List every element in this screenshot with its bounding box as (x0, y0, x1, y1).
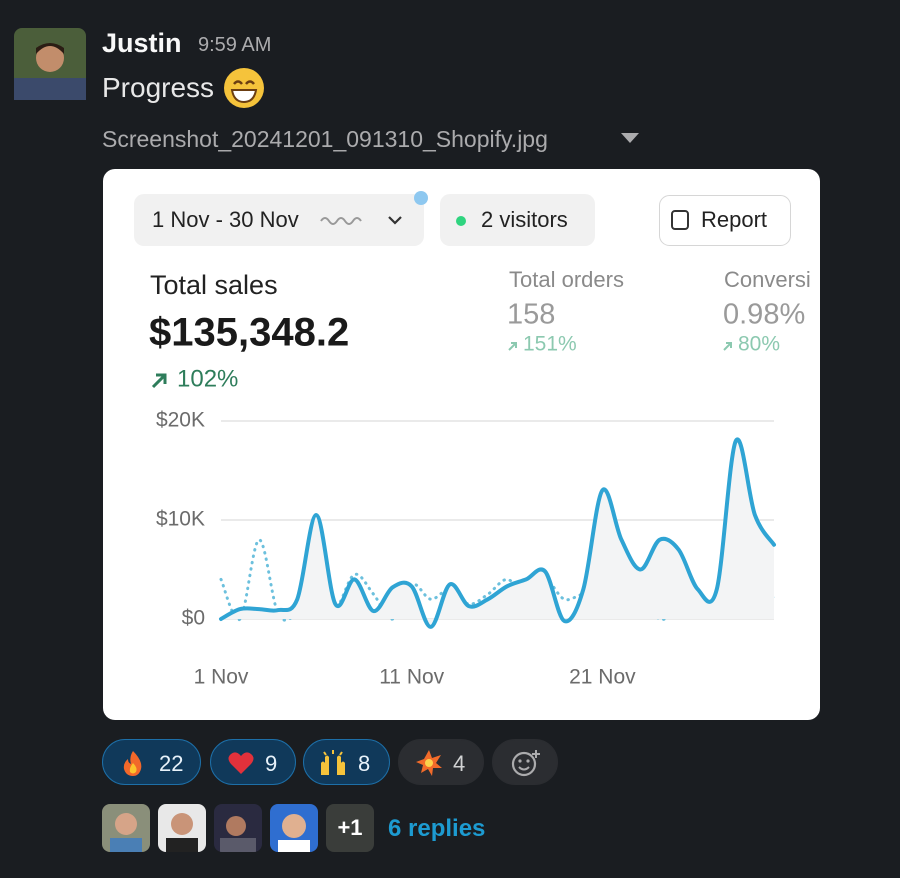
up-arrow (723, 342, 732, 351)
metric-label: Total sales (150, 270, 278, 300)
notification-dot (414, 191, 428, 205)
raised-hands-emoji (321, 750, 345, 775)
sales-line (219, 437, 776, 629)
visitors-pill (440, 194, 595, 246)
grin-emoji (224, 68, 264, 108)
x-tick-label: 21 Nov (569, 666, 636, 689)
metric-change: 151% (523, 333, 577, 356)
live-dot (456, 216, 466, 226)
reply-avatar[interactable] (270, 804, 318, 852)
metric-value: $135,348.2 (149, 311, 349, 355)
report-icon (671, 210, 689, 230)
message-text: Progress (102, 72, 214, 104)
author-name[interactable]: Justin (102, 28, 182, 58)
date-chevron (388, 216, 402, 225)
attachment-name[interactable]: Screenshot_20241201_091310_Shopify.jpg (102, 126, 548, 152)
heart-emoji (228, 752, 254, 774)
up-arrow (508, 342, 517, 351)
date-pill (134, 194, 424, 246)
y-tick-label: $20K (156, 409, 205, 432)
add-reaction[interactable] (492, 739, 558, 785)
reaction-fire[interactable]: 22 (102, 739, 201, 785)
x-tick-label: 11 Nov (379, 666, 444, 689)
reaction-count: 4 (453, 751, 466, 776)
reaction-count: 22 (159, 751, 184, 776)
metric-value: 0.98% (723, 299, 805, 331)
replies-link[interactable]: 6 replies (388, 815, 486, 842)
reaction-collision[interactable]: 4 (398, 739, 484, 785)
reaction-count: 8 (358, 751, 371, 776)
reaction-raised-hands[interactable]: 8 (303, 739, 390, 785)
collision-emoji (416, 750, 442, 776)
report-label: Report (701, 207, 767, 232)
attachment-image[interactable]: 1 Nov - 30 Nov 2 visitors Report Total s… (103, 169, 820, 720)
report-button (659, 195, 791, 246)
author-avatar[interactable] (14, 28, 86, 100)
reaction-heart[interactable]: 9 (210, 739, 296, 785)
more-count: +1 (337, 815, 363, 840)
y-tick-label: $0 (182, 607, 205, 630)
date-range: 1 Nov - 30 Nov (152, 207, 299, 232)
reaction-count: 9 (265, 751, 278, 776)
more-avatars[interactable]: +1 (326, 804, 374, 852)
message-body: Progress (102, 72, 215, 103)
fire-emoji (123, 751, 142, 776)
up-arrow (151, 373, 167, 389)
reply-avatar[interactable] (158, 804, 206, 852)
attachment-caret[interactable] (620, 131, 640, 145)
visitors: 2 visitors (481, 207, 568, 232)
area (221, 439, 774, 627)
timestamp[interactable]: 9:59 AM (198, 34, 272, 56)
metric-label: Total orders (509, 267, 624, 292)
blurred-text (320, 217, 362, 225)
reply-avatar[interactable] (214, 804, 262, 852)
add-reaction-icon (511, 750, 540, 777)
metric-value: 158 (507, 299, 555, 331)
metric-change: 80% (738, 333, 780, 356)
metric-change: 102% (177, 365, 238, 392)
reply-avatar[interactable] (102, 804, 150, 852)
x-tick-label: 1 Nov (194, 666, 249, 689)
y-tick-label: $10K (156, 508, 205, 531)
shopify-screenshot: 1 Nov - 30 Nov 2 visitors Report Total s… (134, 191, 811, 689)
metric-label: Conversi (724, 267, 811, 292)
